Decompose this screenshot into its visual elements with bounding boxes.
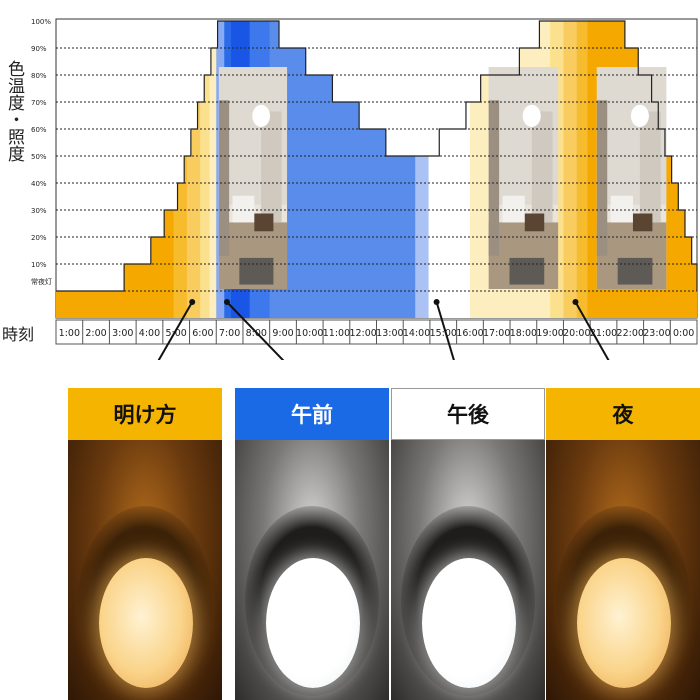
marker-dot xyxy=(572,299,579,305)
room-photo-night xyxy=(596,67,667,289)
x-tick-label: 11:00 xyxy=(323,328,350,339)
night-light-photo xyxy=(546,440,700,700)
x-tick-label: 18:00 xyxy=(510,328,537,339)
marker-dot xyxy=(189,299,196,305)
x-tick-label: 9:00 xyxy=(272,328,293,339)
panel-dawn: 明け方 xyxy=(68,388,222,700)
marker-dot xyxy=(223,299,230,305)
x-tick-label: 21:00 xyxy=(590,328,617,339)
x-tick-label: 1:00 xyxy=(59,328,80,339)
x-tick-label: 23:00 xyxy=(643,328,670,339)
x-tick-label: 12:00 xyxy=(349,328,376,339)
room-photo-evening xyxy=(488,67,559,289)
x-tick-label: 19:00 xyxy=(536,328,563,339)
panel-afternoon: 午後 xyxy=(391,388,545,700)
panel-morning-label: 午前 xyxy=(235,388,389,440)
illuminance-line xyxy=(56,20,698,292)
morning-light-photo xyxy=(235,440,389,700)
x-tick-label: 6:00 xyxy=(192,328,213,339)
color-band-3 xyxy=(200,21,211,318)
x-tick-label: 0:00 xyxy=(673,328,694,339)
room-photo-morning xyxy=(218,67,288,289)
y-tick-label: 常夜灯 xyxy=(31,277,52,286)
y-tick-label: 80% xyxy=(31,72,47,80)
y-tick-label: 40% xyxy=(31,180,47,188)
marker-connector xyxy=(435,301,455,360)
x-tick-label: 17:00 xyxy=(483,328,510,339)
color-band-4 xyxy=(209,21,217,318)
marker-connector xyxy=(157,301,194,360)
marker-connector xyxy=(574,301,610,360)
ceiling-light-icon xyxy=(266,558,360,688)
x-tick-label: 5:00 xyxy=(166,328,187,339)
y-tick-label: 50% xyxy=(31,153,47,161)
x-tick-label: 15:00 xyxy=(430,328,457,339)
panel-dawn-label: 明け方 xyxy=(68,388,222,440)
x-tick-label: 4:00 xyxy=(139,328,160,339)
panel-night: 夜 xyxy=(546,388,700,700)
x-tick-label: 13:00 xyxy=(376,328,403,339)
x-tick-label: 14:00 xyxy=(403,328,430,339)
y-tick-label: 10% xyxy=(31,261,47,269)
x-tick-label: 3:00 xyxy=(112,328,133,339)
ceiling-light-icon xyxy=(577,558,671,688)
x-tick-label: 2:00 xyxy=(85,328,106,339)
x-tick-label: 7:00 xyxy=(219,328,240,339)
dawn-light-photo xyxy=(68,440,222,700)
panel-morning: 午前 xyxy=(235,388,389,700)
y-tick-label: 20% xyxy=(31,234,47,242)
y-tick-label: 90% xyxy=(31,45,47,53)
color-band-15 xyxy=(576,21,588,318)
ceiling-light-icon xyxy=(422,558,516,688)
x-tick-label: 20:00 xyxy=(563,328,590,339)
y-tick-label: 30% xyxy=(31,207,47,215)
ceiling-light-icon xyxy=(99,558,193,688)
afternoon-light-photo xyxy=(391,440,545,700)
panel-night-label: 夜 xyxy=(546,388,700,440)
x-axis-title: 時刻 xyxy=(2,325,35,344)
y-tick-label: 60% xyxy=(31,126,47,134)
panel-afternoon-label: 午後 xyxy=(391,388,545,440)
x-tick-label: 16:00 xyxy=(456,328,483,339)
marker-dot xyxy=(433,299,440,305)
x-tick-label: 10:00 xyxy=(296,328,323,339)
y-tick-label: 100% xyxy=(31,18,51,26)
y-axis-title: 色温度・照度 xyxy=(4,60,24,162)
y-tick-label: 70% xyxy=(31,99,47,107)
color-band-14 xyxy=(563,21,578,318)
x-tick-label: 22:00 xyxy=(617,328,644,339)
chart-svg: 100% 90% 80% 70% 60% 50% 40% 30% 20% 10% 常夜灯 1:00 2:… xyxy=(31,18,698,360)
marker-connector xyxy=(226,301,285,360)
light-schedule-chart: 色温度・照度 時刻 100% 90% 80% 70% 60% 50% 40% 30% 20% 10… xyxy=(2,18,698,360)
